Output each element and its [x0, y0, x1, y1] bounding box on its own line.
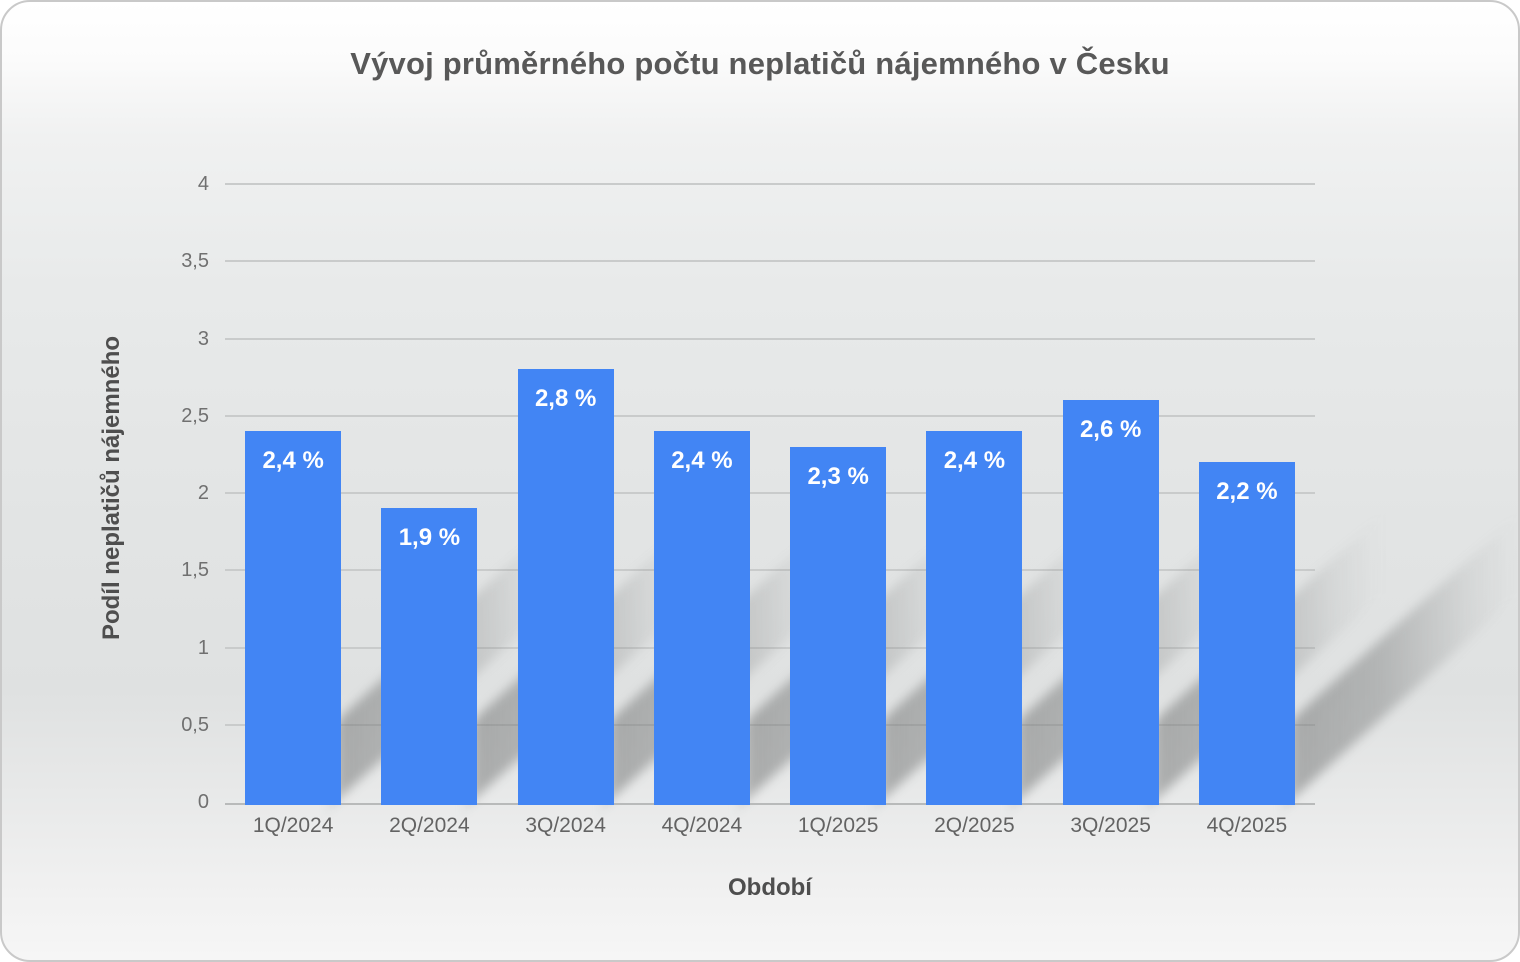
- gridline: [225, 260, 1315, 263]
- bar: 2,3 %: [790, 446, 887, 805]
- bar-shadow: [1288, 505, 1518, 802]
- x-tick-label: 3Q/2025: [1070, 814, 1151, 837]
- y-tick-label: 0: [197, 791, 209, 813]
- y-tick-label: 0,5: [181, 713, 209, 736]
- x-axis-title: Období: [728, 874, 812, 901]
- x-axis-line: [225, 803, 1315, 805]
- x-tick-label: 1Q/2025: [797, 814, 879, 837]
- bar-value-label: 2,8 %: [534, 385, 597, 413]
- y-tick-label: 1: [197, 636, 209, 659]
- bar-value-label: 1,9 %: [398, 524, 461, 552]
- bar: 2,6 %: [1062, 400, 1159, 805]
- bar-value-label: 2,2 %: [1216, 478, 1278, 506]
- bar-value-label: 2,4 %: [671, 447, 733, 475]
- bar: 2,4 %: [245, 431, 342, 805]
- y-tick-label: 4: [197, 173, 209, 195]
- bar-value-label: 2,6 %: [1079, 416, 1142, 444]
- y-tick-label: 1,5: [181, 559, 209, 582]
- gridline: [225, 569, 1315, 572]
- bar-value-label: 2,3 %: [807, 462, 869, 490]
- bar: 2,8 %: [517, 369, 614, 805]
- x-tick-label: 2Q/2024: [389, 814, 470, 837]
- x-tick-label: 1Q/2024: [252, 814, 334, 837]
- bar-value-label: 2,4 %: [262, 447, 324, 475]
- gridline: [225, 337, 1315, 340]
- bar: 1,9 %: [381, 508, 478, 805]
- bar: 2,2 %: [1198, 462, 1295, 805]
- y-tick-label: 2: [197, 482, 209, 504]
- gridline: [225, 414, 1315, 417]
- gridline: [225, 183, 1315, 185]
- x-tick-label: 4Q/2025: [1206, 814, 1288, 837]
- bar: 2,4 %: [926, 431, 1023, 805]
- x-tick-label: 2Q/2025: [934, 814, 1015, 837]
- x-tick-label: 4Q/2024: [661, 814, 743, 837]
- y-tick-label: 2,5: [181, 404, 209, 427]
- bar-value-label: 2,4 %: [943, 447, 1006, 475]
- gridline: [225, 492, 1315, 494]
- x-tick-label: 3Q/2024: [525, 814, 606, 837]
- y-axis-title: Podíl neplatičů nájemného: [98, 335, 125, 641]
- y-tick-label: 3: [197, 327, 209, 350]
- bar: 2,4 %: [653, 431, 750, 805]
- y-tick-label: 3,5: [181, 250, 209, 273]
- chart-title: Vývoj průměrného počtu neplatičů nájemné…: [350, 46, 1170, 81]
